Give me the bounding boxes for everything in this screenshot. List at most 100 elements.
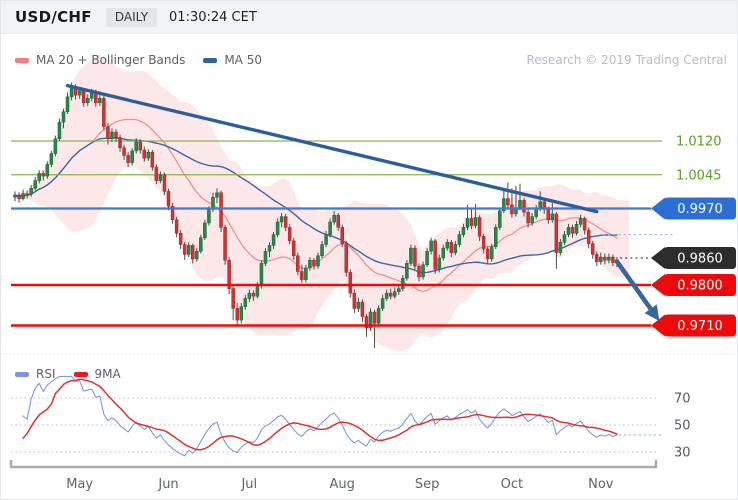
candle-body-down	[526, 211, 530, 224]
ma20-bollinger-swatch-icon	[15, 57, 29, 63]
candle-body-up	[384, 292, 389, 299]
candle-body-up	[45, 164, 50, 177]
ma20-line	[14, 118, 618, 293]
candle-body-up	[267, 245, 272, 252]
candle-body-down	[433, 240, 437, 270]
candle-body-up	[98, 98, 102, 103]
candle-body-down	[582, 218, 587, 231]
candle-body-up	[425, 251, 429, 265]
candle-body-down	[312, 260, 316, 267]
candle-body-down	[150, 152, 155, 168]
rsi-legend: RSI 9MA	[15, 367, 121, 381]
candle-body-up	[405, 263, 409, 279]
x-axis-month-label-Aug: Aug	[330, 477, 355, 492]
candle-body-up	[566, 227, 571, 235]
rsi-label: RSI	[36, 367, 56, 381]
candle-body-down	[469, 218, 474, 226]
candle-body-down	[413, 247, 417, 267]
price-badge-label: 0.9800	[677, 279, 723, 294]
timeframe-badge[interactable]: DAILY	[105, 7, 158, 27]
candle-body-down	[372, 311, 377, 324]
candle-body-up	[207, 209, 211, 224]
candle-body-down	[251, 292, 256, 297]
candle-body-down	[388, 292, 393, 297]
candle-body-up	[397, 288, 401, 293]
candle-body-down	[17, 194, 21, 199]
candle-body-up	[473, 217, 478, 226]
candle-body-up	[146, 152, 151, 159]
candle-body-up	[457, 234, 462, 245]
candle-body-up	[380, 298, 385, 309]
candle-body-down	[586, 229, 591, 244]
candle-body-down	[485, 248, 490, 260]
candle-body-up	[53, 138, 58, 154]
candle-body-up	[186, 245, 191, 255]
candle-body-up	[489, 246, 494, 260]
ma20-bollinger-label: MA 20 + Bollinger Bands	[36, 53, 186, 67]
resistance-trendline	[65, 83, 599, 214]
candle-body-down	[506, 198, 510, 206]
candle-body-down	[283, 216, 288, 228]
candle-body-down	[348, 272, 353, 294]
candle-body-down	[114, 131, 118, 138]
candle-body-up	[158, 174, 163, 181]
rsi-line	[22, 375, 618, 457]
candle-body-down	[231, 288, 235, 309]
candle-body-up	[77, 90, 82, 96]
clock-time: 01:30:24 CET	[169, 9, 257, 25]
candle-body-up	[279, 216, 284, 223]
candle-body-up	[263, 251, 268, 264]
ma50-line	[14, 137, 618, 274]
candle-body-down	[336, 215, 340, 228]
price-level-label-1.0045: 1.0045	[676, 168, 722, 183]
symbol-title: USD/CHF	[15, 8, 92, 26]
candle-body-down	[300, 271, 304, 280]
rsi-tick-label-30: 30	[674, 446, 691, 461]
candle-body-down	[191, 245, 195, 260]
rsi-9ma-line	[22, 378, 618, 451]
x-axis-line	[9, 460, 658, 469]
research-credit: Research © 2019 Trading Central	[526, 53, 727, 67]
candle-body-down	[178, 233, 183, 245]
candlesticks	[13, 82, 619, 348]
candle-body-down	[106, 126, 110, 139]
candle-body-up	[49, 153, 54, 165]
candle-body-down	[417, 265, 421, 278]
candle-body-up	[320, 244, 324, 256]
candle-body-up	[255, 285, 260, 297]
candle-body-down	[162, 174, 167, 192]
candle-body-up	[328, 221, 332, 235]
legend-item-ma50: MA 50	[203, 53, 262, 67]
candle-body-up	[574, 224, 579, 234]
candle-body-up	[578, 218, 583, 225]
forecast-arrow-head-icon	[644, 304, 660, 321]
candle-body-down	[554, 213, 559, 253]
candle-body-up	[239, 306, 243, 321]
candle-body-up	[550, 213, 555, 220]
candle-body-down	[287, 227, 292, 242]
candle-body-up	[465, 218, 470, 228]
candle-body-up	[534, 208, 538, 217]
candle-body-up	[247, 292, 252, 299]
price-badge-0.9800: 0.9800	[651, 274, 736, 296]
candle-body-down	[122, 147, 126, 156]
candle-body-up	[110, 131, 114, 139]
candle-body-up	[215, 192, 219, 198]
candle-body-down	[360, 301, 365, 317]
candle-body-up	[13, 194, 17, 198]
candle-body-up	[518, 200, 522, 208]
candle-body-up	[65, 96, 70, 113]
x-axis-month-label-Nov: Nov	[588, 477, 614, 492]
candle-body-up	[421, 264, 425, 278]
candle-body-down	[477, 217, 482, 237]
candle-body-down	[142, 149, 147, 159]
forecast-arrow-shaft	[614, 259, 653, 312]
candle-body-down	[352, 292, 357, 309]
candle-body-up	[33, 180, 37, 189]
candle-body-down	[182, 244, 187, 255]
candle-body-up	[271, 234, 276, 246]
candle-body-up	[134, 141, 138, 152]
x-axis-month-label-Jul: Jul	[240, 477, 257, 492]
